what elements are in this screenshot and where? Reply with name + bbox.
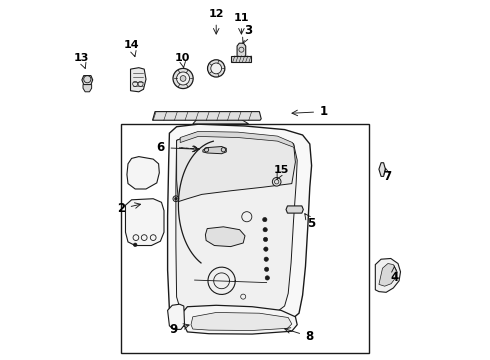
Polygon shape [375,258,400,292]
Polygon shape [168,124,312,325]
Polygon shape [379,163,386,176]
Text: 12: 12 [208,9,224,19]
Polygon shape [205,227,245,247]
Polygon shape [203,147,226,154]
Circle shape [265,276,270,280]
Circle shape [211,63,221,74]
Text: 5: 5 [308,217,316,230]
Polygon shape [168,304,185,329]
Polygon shape [176,133,295,202]
Circle shape [208,60,225,77]
Polygon shape [237,43,245,58]
Text: 15: 15 [274,165,290,175]
Circle shape [180,76,186,81]
Text: 13: 13 [74,53,89,63]
Polygon shape [182,305,297,334]
Polygon shape [191,312,292,330]
Text: 10: 10 [174,53,190,63]
Polygon shape [125,199,164,246]
Text: 7: 7 [383,170,391,183]
Text: 1: 1 [320,105,328,118]
Circle shape [264,247,268,251]
Text: 14: 14 [124,40,140,50]
Polygon shape [176,133,297,313]
Polygon shape [379,264,396,286]
Circle shape [265,267,269,271]
Polygon shape [82,76,93,85]
Polygon shape [130,68,146,92]
Text: 6: 6 [156,141,165,154]
Circle shape [174,197,177,200]
Circle shape [264,257,269,261]
Polygon shape [180,131,294,148]
Text: 2: 2 [117,202,125,215]
Polygon shape [286,206,303,213]
Text: 4: 4 [390,271,398,284]
Text: 8: 8 [306,330,314,343]
Text: 3: 3 [245,24,253,37]
Polygon shape [231,56,251,62]
Text: 9: 9 [169,323,177,336]
Circle shape [263,217,267,222]
Circle shape [176,72,190,85]
Polygon shape [127,157,159,189]
Circle shape [263,237,268,242]
Polygon shape [152,112,261,120]
Circle shape [272,177,281,186]
Text: 11: 11 [234,13,249,23]
Bar [121,124,369,353]
Circle shape [263,228,268,232]
Polygon shape [193,119,248,124]
Polygon shape [83,85,92,92]
Circle shape [133,243,137,247]
Circle shape [173,68,193,89]
